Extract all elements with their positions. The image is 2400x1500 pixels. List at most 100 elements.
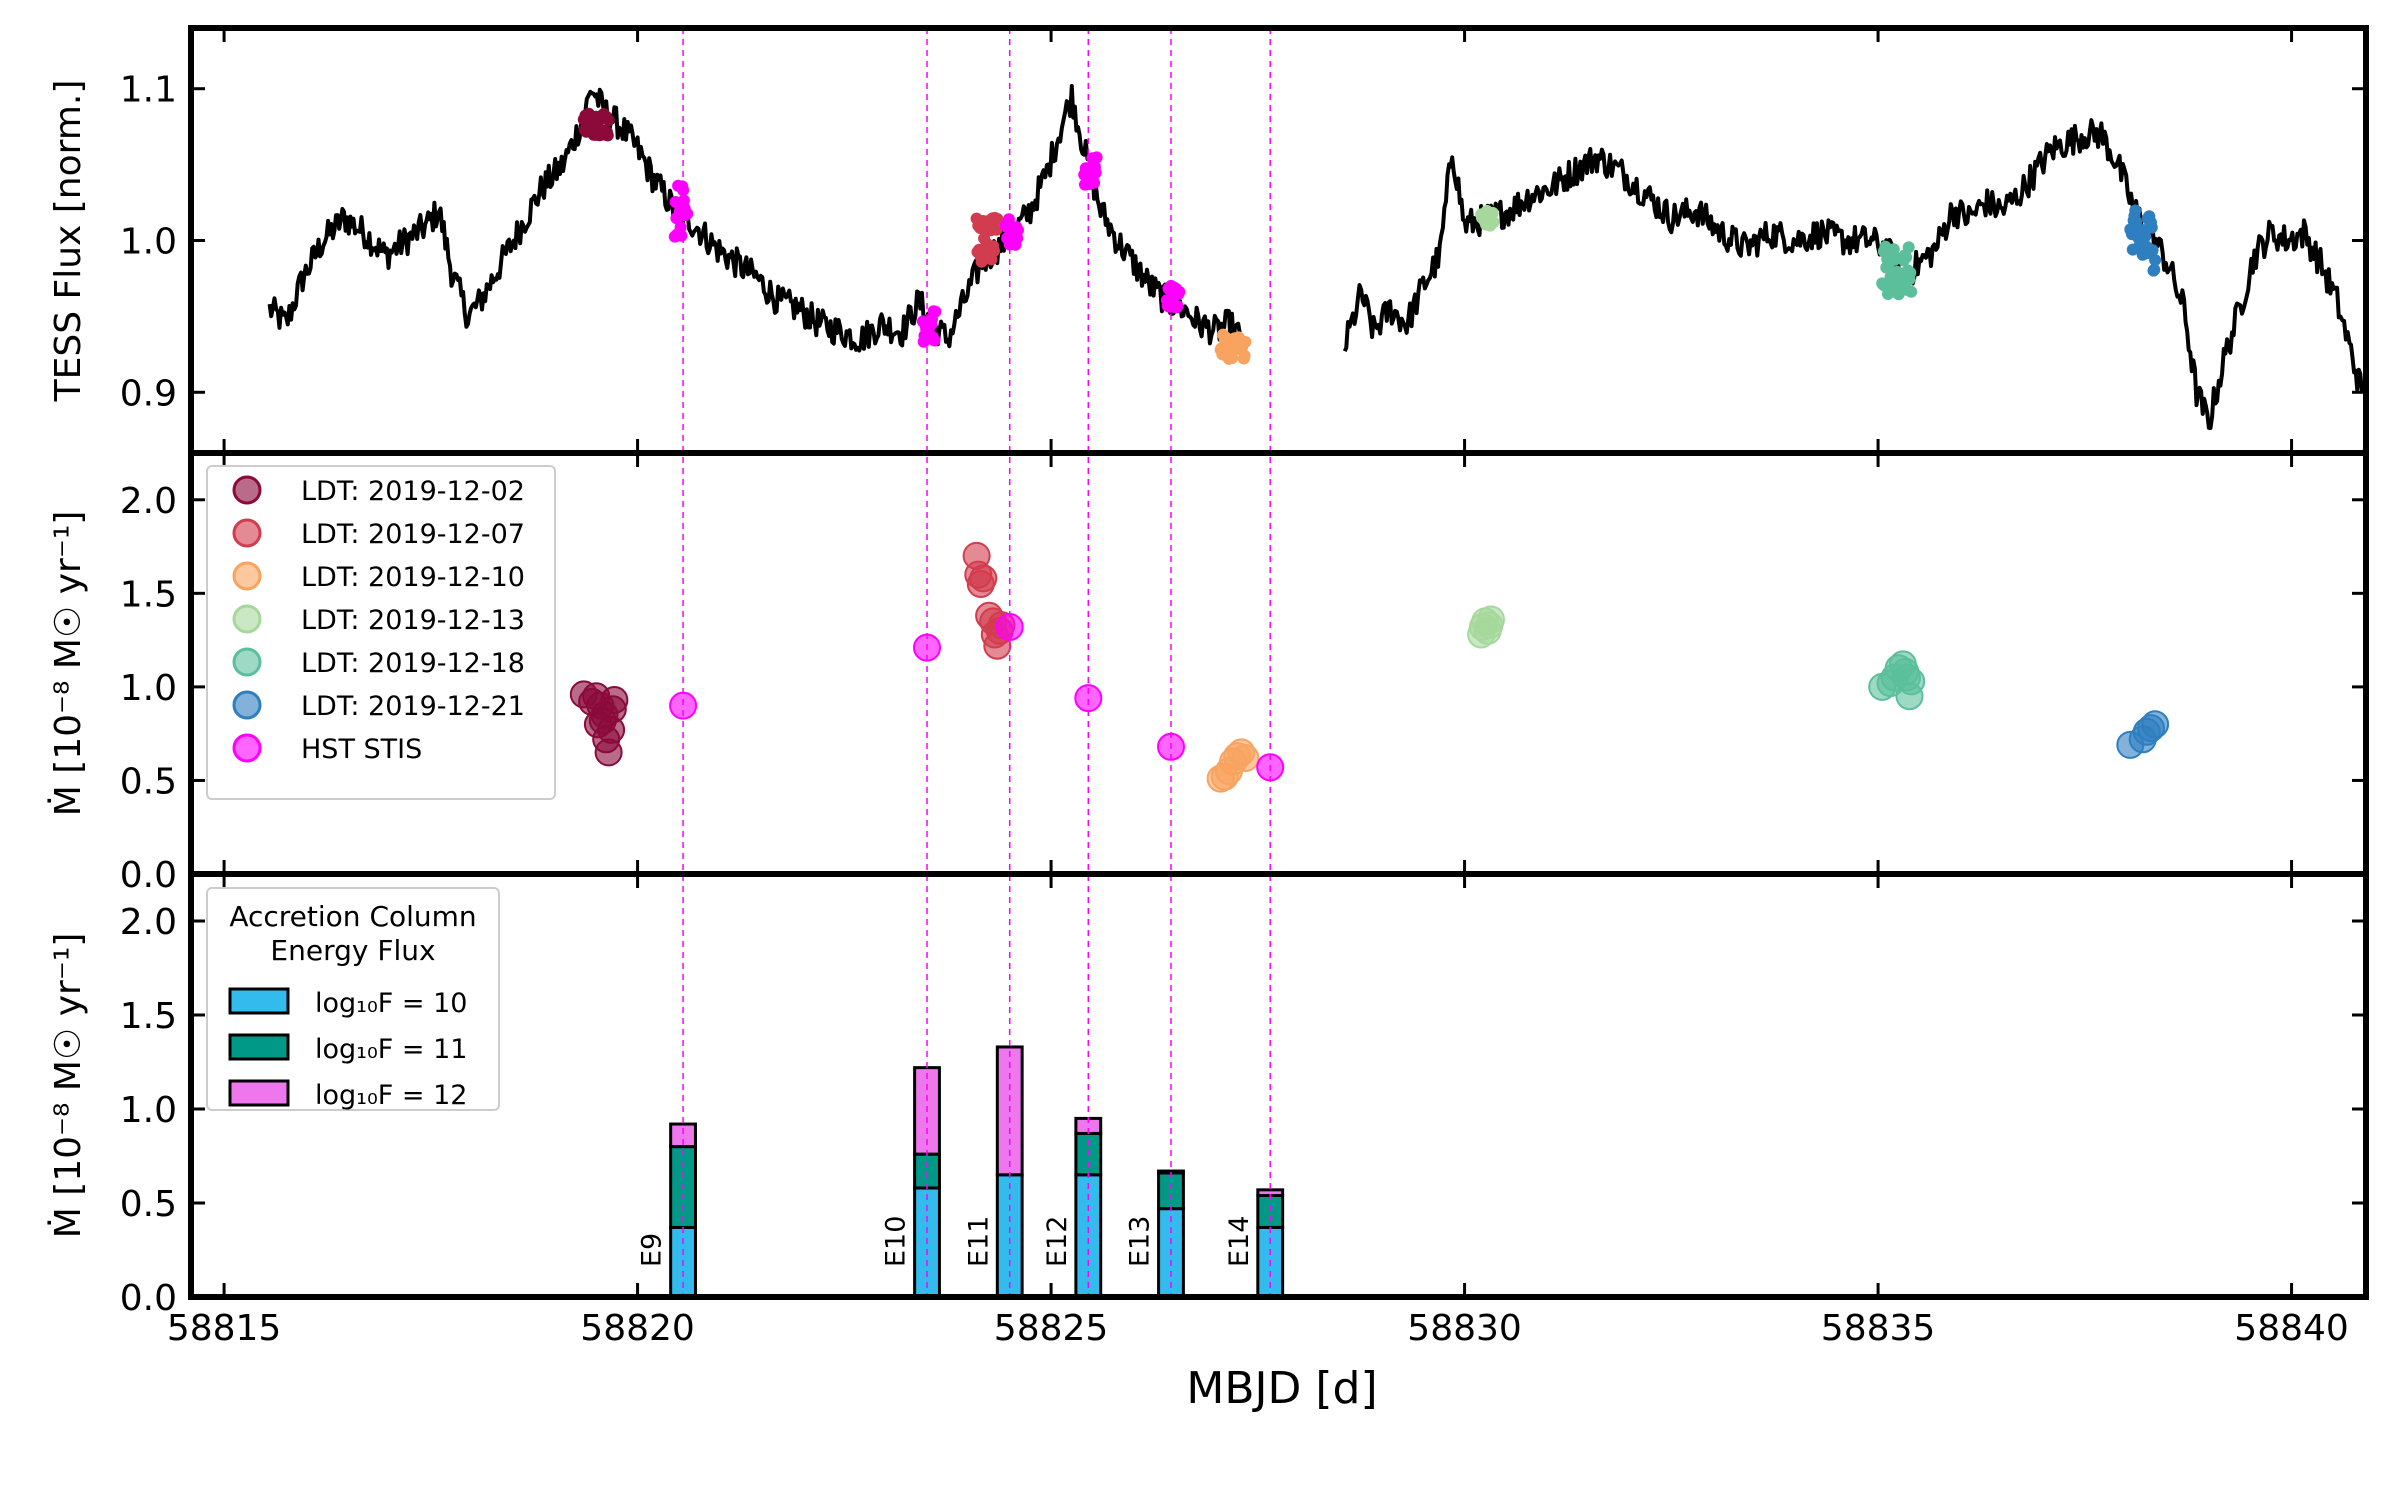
bar-label: E11	[963, 1216, 994, 1267]
legend-title: Energy Flux	[270, 934, 435, 967]
x-tick-label: 58830	[1407, 1308, 1522, 1349]
legend-marker	[232, 690, 262, 720]
stacked-bar-segment	[669, 1122, 697, 1149]
lightcurve-highlight-point	[1088, 176, 1101, 189]
lightcurve-highlight-point	[1012, 224, 1024, 237]
x-tick-label: 58840	[2234, 1308, 2349, 1349]
lightcurve-highlight-point	[675, 229, 688, 242]
data-point	[1477, 605, 1505, 634]
panel-frame	[188, 871, 2369, 1300]
lightcurve-group	[267, 84, 2364, 430]
legend-title: Accretion Column	[229, 900, 476, 933]
data-point	[1897, 667, 1926, 696]
lightcurve-highlight-point	[2145, 221, 2158, 234]
y-tick-label: 1.0	[120, 222, 177, 263]
stacked-bar-segment	[1256, 1193, 1285, 1229]
legend-label: log₁₀F = 12	[315, 1080, 467, 1111]
y-tick-label: 1.5	[120, 996, 177, 1037]
lightcurve-highlight-point	[677, 184, 690, 197]
legend-box	[206, 465, 556, 800]
legend-label: HST STIS	[301, 734, 422, 765]
y-tick-label: 1.1	[120, 70, 177, 111]
legend-marker	[232, 475, 262, 505]
lightcurve-highlight-point	[1904, 266, 1917, 279]
lightcurve-highlight-point	[1090, 151, 1103, 164]
lightcurve-highlight-point	[2148, 263, 2161, 276]
lightcurve-highlight-point	[1239, 336, 1252, 348]
legend-label: LDT: 2019-12-02	[301, 476, 525, 507]
lightcurve-highlight-point	[1173, 285, 1186, 298]
lightcurve-highlight-point	[681, 207, 694, 220]
lightcurve-highlight-point	[2129, 204, 2142, 217]
legend-swatch	[228, 1079, 290, 1107]
x-tick-label: 58815	[167, 1308, 282, 1349]
y-tick-label: 1.0	[120, 668, 177, 709]
legend-marker	[232, 647, 262, 677]
x-tick-label: 58835	[1821, 1308, 1936, 1349]
y-axis-label: Ṁ [10⁻⁸ M☉ yr⁻¹]	[47, 511, 89, 817]
lightcurve-highlight-point	[2146, 244, 2159, 257]
legend-label: LDT: 2019-12-10	[301, 562, 525, 593]
data-point	[583, 710, 612, 739]
legend-label: LDT: 2019-12-07	[301, 519, 525, 550]
lightcurve-highlight-point	[1902, 241, 1915, 254]
lightcurve-highlight-point	[1905, 285, 1918, 298]
panel-mdot-scatter: 0.0 0.5 1.0 1.5 2.0 Ṁ [10⁻⁸ M☉ yr⁻¹] LDT: 2019…	[47, 453, 2366, 896]
panel-mdot-bars: 0.0 0.5 1.0 1.5 2.0 Ṁ [10⁻⁸ M☉ yr⁻¹] E9 E10 E11 E…	[47, 874, 2366, 1319]
y-tick-label: 0.9	[120, 373, 177, 414]
y-tick-label: 0.0	[120, 1278, 177, 1319]
y-tick-label: 0.5	[120, 1184, 177, 1225]
legend: LDT: 2019-12-02 LDT: 2019-12-07 LDT: 2019-…	[206, 465, 556, 800]
y-axis-label: Ṁ [10⁻⁸ M☉ yr⁻¹]	[47, 933, 89, 1239]
legend-label: LDT: 2019-12-13	[301, 605, 525, 636]
x-tick-label: 58820	[580, 1308, 695, 1349]
lightcurve-highlight-point	[928, 334, 941, 347]
event-lines	[682, 28, 1271, 1297]
lightcurve-highlight-point	[2149, 254, 2162, 266]
legend-marker	[232, 561, 262, 591]
lightcurve-highlight-point	[1002, 213, 1015, 226]
legend-label: log₁₀F = 10	[315, 988, 467, 1019]
legend-marker	[232, 733, 262, 763]
lightcurve-highlight-point	[991, 212, 1004, 225]
bar-label: E14	[1224, 1216, 1255, 1267]
x-tick-label: 58825	[994, 1308, 1109, 1349]
lightcurve-highlight-point	[1171, 300, 1184, 313]
y-tick-label: 2.0	[120, 481, 177, 522]
legend-marker	[232, 518, 262, 548]
stacked-bar-segment	[913, 1152, 941, 1190]
data-point	[1231, 744, 1260, 772]
lightcurve-highlight-point	[988, 244, 1000, 257]
stacked-bar-segment	[1157, 1171, 1185, 1211]
bar-label: E9	[637, 1233, 668, 1267]
lightcurve-highlight-point	[1486, 206, 1499, 219]
panel-tess-flux: 0.9 1.0 1.1 TESS Flux [norm.]	[48, 28, 2366, 453]
legend-swatch	[228, 987, 290, 1015]
y-tick-label: 1.5	[120, 574, 177, 615]
bar-label: E12	[1042, 1216, 1073, 1267]
data-point	[969, 564, 998, 593]
lightcurve-highlight-point	[601, 129, 614, 142]
stacked-bar-segment	[1074, 1173, 1103, 1299]
lightcurve-highlight-point	[1089, 166, 1102, 179]
legend-label: LDT: 2019-12-21	[301, 691, 525, 722]
lightcurve-highlight-point	[2139, 230, 2152, 243]
y-tick-label: 0.5	[120, 761, 177, 802]
bar-label: E10	[881, 1216, 912, 1267]
lightcurve-highlight-point	[1487, 216, 1500, 229]
tess-lightcurve	[267, 84, 2364, 430]
legend-label: log₁₀F = 11	[315, 1034, 467, 1065]
y-axis-label: TESS Flux [norm.]	[48, 80, 89, 403]
data-point	[2141, 710, 2170, 739]
lightcurve-highlight-point	[990, 223, 1003, 236]
y-tick-label: 1.0	[120, 1090, 177, 1131]
data-point	[600, 686, 629, 714]
x-axis-label: MBJD [d]	[1186, 1363, 1377, 1414]
lightcurve-highlight-point	[602, 114, 615, 127]
legend-label: LDT: 2019-12-18	[301, 648, 525, 679]
legend-swatch	[228, 1033, 290, 1061]
panel-frames: 58815 58820 58825 58830 58835 58840	[167, 25, 2369, 1349]
legend-marker	[232, 604, 262, 634]
